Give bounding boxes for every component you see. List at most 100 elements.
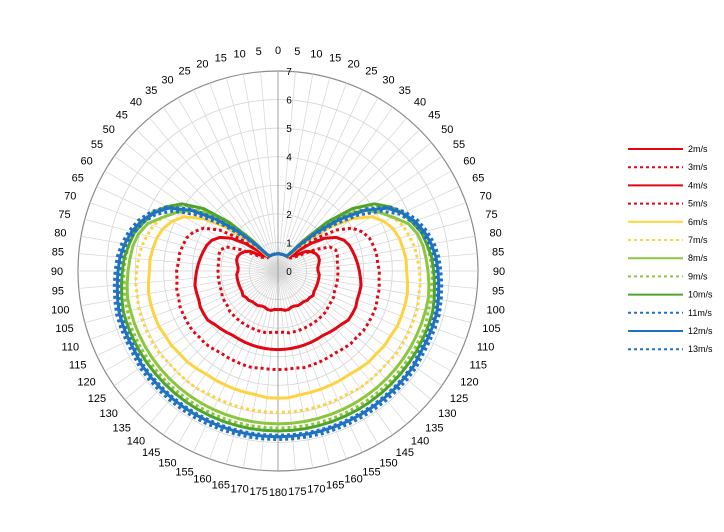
legend-label: 8m/s xyxy=(688,253,708,263)
grid-spoke xyxy=(84,218,279,272)
angle-tick-label: 160 xyxy=(193,474,211,486)
angle-tick-label: 175 xyxy=(288,486,306,498)
angle-tick-label: 30 xyxy=(161,75,173,87)
radial-tick-label: 6 xyxy=(286,96,292,107)
angle-tick-label: 45 xyxy=(428,110,440,122)
angle-tick-label: 115 xyxy=(69,359,87,371)
angle-tick-label: 15 xyxy=(215,53,227,65)
grid-spoke xyxy=(209,82,279,272)
angle-tick-label: 130 xyxy=(100,408,118,420)
angle-tick-label: 165 xyxy=(326,479,344,491)
series-line-13m-s xyxy=(112,205,444,442)
angle-tick-label: 50 xyxy=(103,124,115,136)
angle-tick-label: 80 xyxy=(490,228,502,240)
angle-tick-label: 110 xyxy=(477,342,495,354)
legend: 2m/s 3m/s 4m/s 5m/s 6m/s 7m/s 8m/s 9m/s 10m/s 11m… xyxy=(628,144,713,354)
radial-tick-label: 0 xyxy=(286,267,292,278)
grid-spoke xyxy=(242,73,279,272)
grid-spoke xyxy=(89,202,279,272)
angle-tick-label: 130 xyxy=(438,408,456,420)
angle-tick-label: 65 xyxy=(72,173,84,185)
angle-tick-label: 55 xyxy=(453,139,465,151)
angle-tick-label: 75 xyxy=(58,209,70,221)
angle-tick-label: 135 xyxy=(113,422,131,434)
angle-tick-label: 160 xyxy=(344,474,362,486)
angle-tick-label: 100 xyxy=(486,304,504,316)
angle-tick-label: 35 xyxy=(145,85,157,97)
angle-tick-label: 60 xyxy=(463,156,475,168)
angle-tick-label: 15 xyxy=(329,53,341,65)
grid-spoke xyxy=(277,89,363,272)
angle-tick-label: 20 xyxy=(196,58,208,70)
angle-tick-label: 120 xyxy=(460,377,478,389)
angle-tick-label: 60 xyxy=(80,156,92,168)
angle-tick-label: 145 xyxy=(396,447,414,459)
radial-tick-label: 7 xyxy=(286,67,292,78)
radial-axis-labels: 0 1 2 3 4 5 6 7 xyxy=(286,67,292,278)
grid-spoke xyxy=(277,270,476,307)
angle-tick-label: 110 xyxy=(62,342,80,354)
legend-label: 6m/s xyxy=(688,217,708,227)
legend-label: 9m/s xyxy=(688,271,708,281)
angle-tick-label: 5 xyxy=(256,46,262,58)
angle-tick-label: 10 xyxy=(310,48,322,60)
series-line-4m-s xyxy=(193,235,363,352)
angle-tick-label: 120 xyxy=(77,377,95,389)
grid-spoke xyxy=(277,170,452,272)
angle-tick-label: 135 xyxy=(425,422,443,434)
angle-tick-label: 80 xyxy=(54,228,66,240)
angle-tick-label: 170 xyxy=(307,484,325,496)
angle-tick-label: 70 xyxy=(480,190,492,202)
radial-tick-label: 4 xyxy=(286,153,292,164)
grid-spoke xyxy=(277,106,394,272)
angle-tick-label: 85 xyxy=(492,247,504,259)
angle-tick-label: 105 xyxy=(482,323,500,335)
angle-tick-label: 125 xyxy=(450,393,468,405)
angle-tick-label: 40 xyxy=(414,97,426,109)
legend-label: 3m/s xyxy=(688,162,708,172)
angle-tick-label: 150 xyxy=(379,457,397,469)
grid-spoke xyxy=(78,270,279,289)
angle-tick-label: 155 xyxy=(175,466,193,478)
grid-spoke xyxy=(104,170,279,272)
angle-tick-label: 75 xyxy=(485,209,497,221)
angle-tick-label: 35 xyxy=(399,85,411,97)
series-line-3m-s xyxy=(216,245,340,335)
grid-spoke xyxy=(277,77,331,272)
grid-spoke xyxy=(277,270,460,356)
angle-tick-label: 50 xyxy=(441,124,453,136)
angle-tick-label: 175 xyxy=(250,486,268,498)
angle-tick-label: 180 xyxy=(269,487,287,499)
angle-tick-label: 105 xyxy=(55,323,73,335)
radial-tick-label: 1 xyxy=(286,238,292,249)
radial-tick-label: 3 xyxy=(286,181,292,192)
grid-spoke xyxy=(277,235,476,272)
angle-tick-label: 125 xyxy=(88,393,106,405)
angle-tick-label: 95 xyxy=(492,285,504,297)
radial-tick-label: 5 xyxy=(286,124,292,135)
series-line-5m-s xyxy=(175,226,381,372)
angle-tick-label: 20 xyxy=(347,58,359,70)
legend-label: 10m/s xyxy=(688,290,713,300)
grid-spoke xyxy=(225,77,279,272)
grid-spoke xyxy=(260,71,279,272)
angle-tick-label: 150 xyxy=(158,457,176,469)
angle-tick-label: 95 xyxy=(52,285,64,297)
grid-spoke xyxy=(193,89,279,272)
series-lines xyxy=(112,202,444,442)
legend-label: 5m/s xyxy=(688,199,708,209)
grid-spoke xyxy=(277,97,379,272)
legend-label: 11m/s xyxy=(688,308,712,318)
grid-spoke xyxy=(277,82,347,272)
angle-tick-label: 30 xyxy=(382,75,394,87)
grid-spoke xyxy=(277,71,296,272)
grid-spoke xyxy=(89,270,279,340)
grid-spoke xyxy=(277,218,472,272)
angle-tick-label: 85 xyxy=(52,247,64,259)
angle-tick-label: 145 xyxy=(142,447,160,459)
grid-spoke xyxy=(277,202,467,272)
legend-label: 4m/s xyxy=(688,180,708,190)
grid-spoke xyxy=(80,270,279,307)
angle-tick-label: 90 xyxy=(493,266,505,278)
legend-label: 12m/s xyxy=(688,326,713,336)
